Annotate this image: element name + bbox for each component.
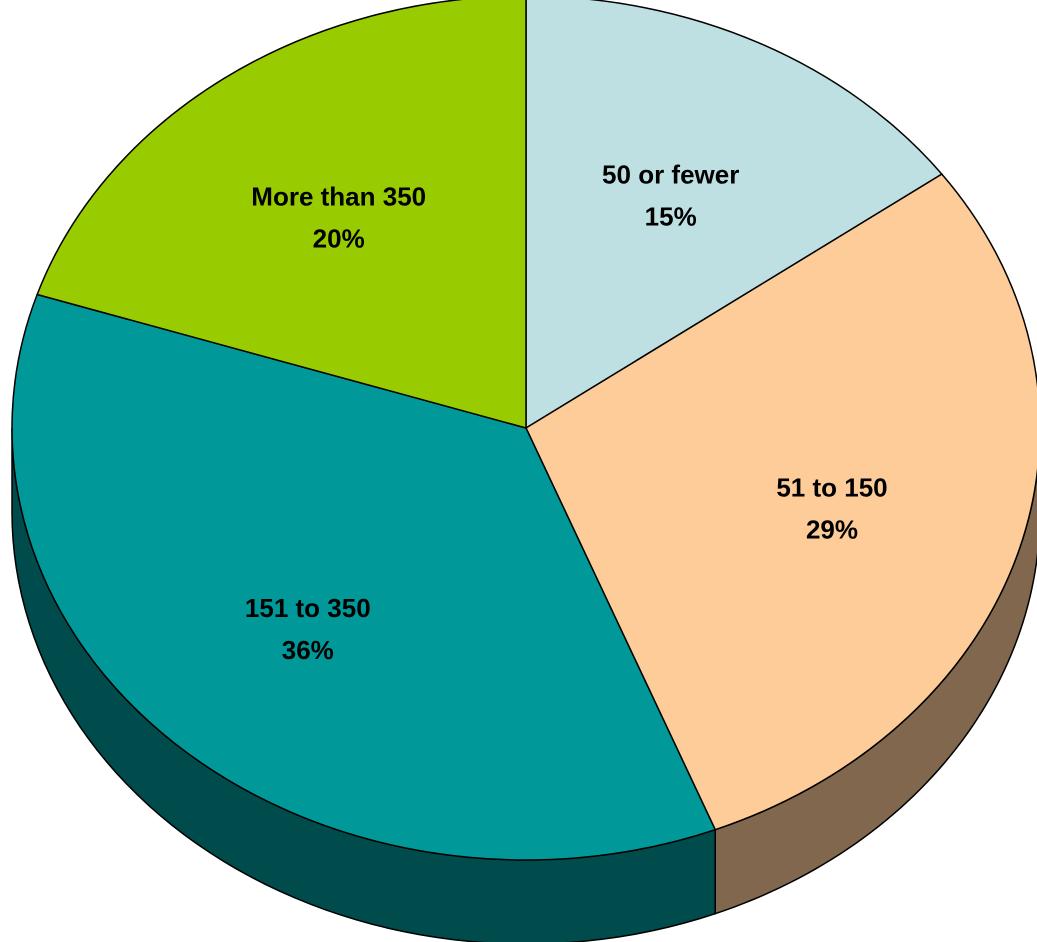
pie-slices-layer <box>11 0 1037 861</box>
slice-percent-label: 20% <box>313 223 365 253</box>
slice-percent-label: 36% <box>282 635 334 665</box>
pie-slice-50-or-fewer <box>525 0 943 430</box>
slice-percent-label: 15% <box>645 201 697 231</box>
pie-labels-layer: 50 or fewer 15% 51 to 150 29% 151 to 350 36% M… <box>245 159 888 665</box>
pie-slice-more-than-350 <box>36 0 527 429</box>
pie-slice-151-to-350 <box>11 293 717 861</box>
slice-percent-label: 29% <box>806 515 858 545</box>
slice-label-more-than-350: More than 350 20% <box>251 181 426 253</box>
slice-category-label: 50 or fewer <box>602 159 739 189</box>
slice-category-label: 51 to 150 <box>776 473 887 503</box>
pie-slice-51-to-150 <box>525 173 1037 831</box>
slice-label-51-to-150: 51 to 150 29% <box>776 473 887 545</box>
slice-label-50-or-fewer: 50 or fewer 15% <box>602 159 739 231</box>
slice-label-151-to-350: 151 to 350 36% <box>245 593 371 665</box>
slice-category-label: 151 to 350 <box>245 593 371 623</box>
slice-category-label: More than 350 <box>251 181 426 211</box>
